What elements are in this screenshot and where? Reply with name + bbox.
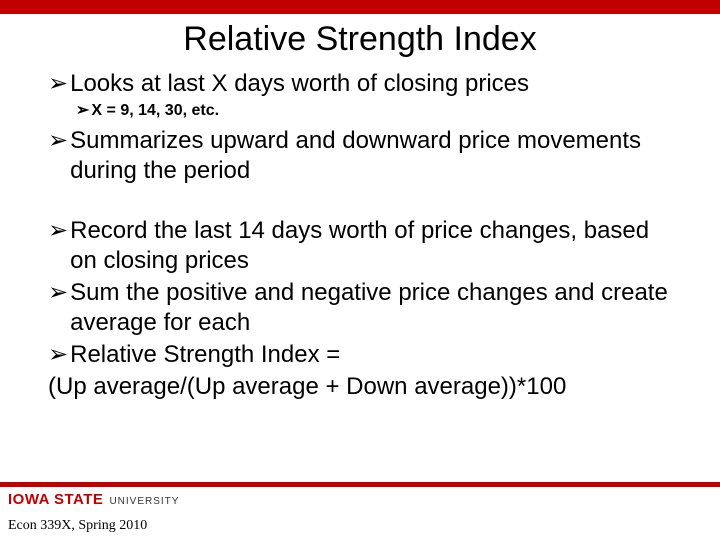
- bullet-text: Record the last 14 days worth of price c…: [70, 216, 672, 276]
- university-logo: IOWA STATE UNIVERSITY: [8, 491, 179, 508]
- footer-logo-row: IOWA STATE UNIVERSITY: [0, 487, 720, 516]
- top-accent-bar: [0, 0, 720, 14]
- bullet-item: ➢ Sum the positive and negative price ch…: [48, 278, 672, 338]
- bullet-text: Relative Strength Index =: [70, 340, 340, 370]
- bullet-text: Summarizes upward and downward price mov…: [70, 126, 672, 186]
- bullet-item: ➢ Record the last 14 days worth of price…: [48, 216, 672, 276]
- bullet-arrow-icon: ➢: [48, 278, 68, 308]
- bullet-text: Looks at last X days worth of closing pr…: [70, 69, 529, 99]
- sub-bullet-item: ➢ X = 9, 14, 30, etc.: [48, 101, 672, 122]
- bullet-arrow-icon: ➢: [48, 340, 68, 370]
- bullet-item: ➢ Summarizes upward and downward price m…: [48, 126, 672, 186]
- slide-footer: IOWA STATE UNIVERSITY Econ 339X, Spring …: [0, 482, 720, 540]
- logo-text-state: STATE: [54, 491, 103, 508]
- bullet-text: (Up average/(Up average + Down average))…: [48, 372, 566, 402]
- bullet-arrow-icon: ➢: [48, 69, 68, 99]
- bullet-arrow-icon: ➢: [48, 216, 68, 246]
- spacer: [48, 188, 672, 216]
- logo-text-university: UNIVERSITY: [109, 496, 179, 507]
- bullet-arrow-icon: ➢: [76, 101, 89, 122]
- bullet-item: ➢ Looks at last X days worth of closing …: [48, 69, 672, 99]
- bullet-text: Sum the positive and negative price chan…: [70, 278, 672, 338]
- bullet-text: X = 9, 14, 30, etc.: [91, 101, 219, 122]
- bullet-item: ➢ Relative Strength Index =: [48, 340, 672, 370]
- slide-title: Relative Strength Index: [0, 20, 720, 59]
- bullet-arrow-icon: ➢: [48, 126, 68, 156]
- logo-text-iowa: IOWA: [8, 491, 50, 508]
- slide-content: ➢ Looks at last X days worth of closing …: [0, 69, 720, 402]
- bullet-continuation: (Up average/(Up average + Down average))…: [48, 372, 672, 402]
- course-label: Econ 339X, Spring 2010: [0, 516, 720, 540]
